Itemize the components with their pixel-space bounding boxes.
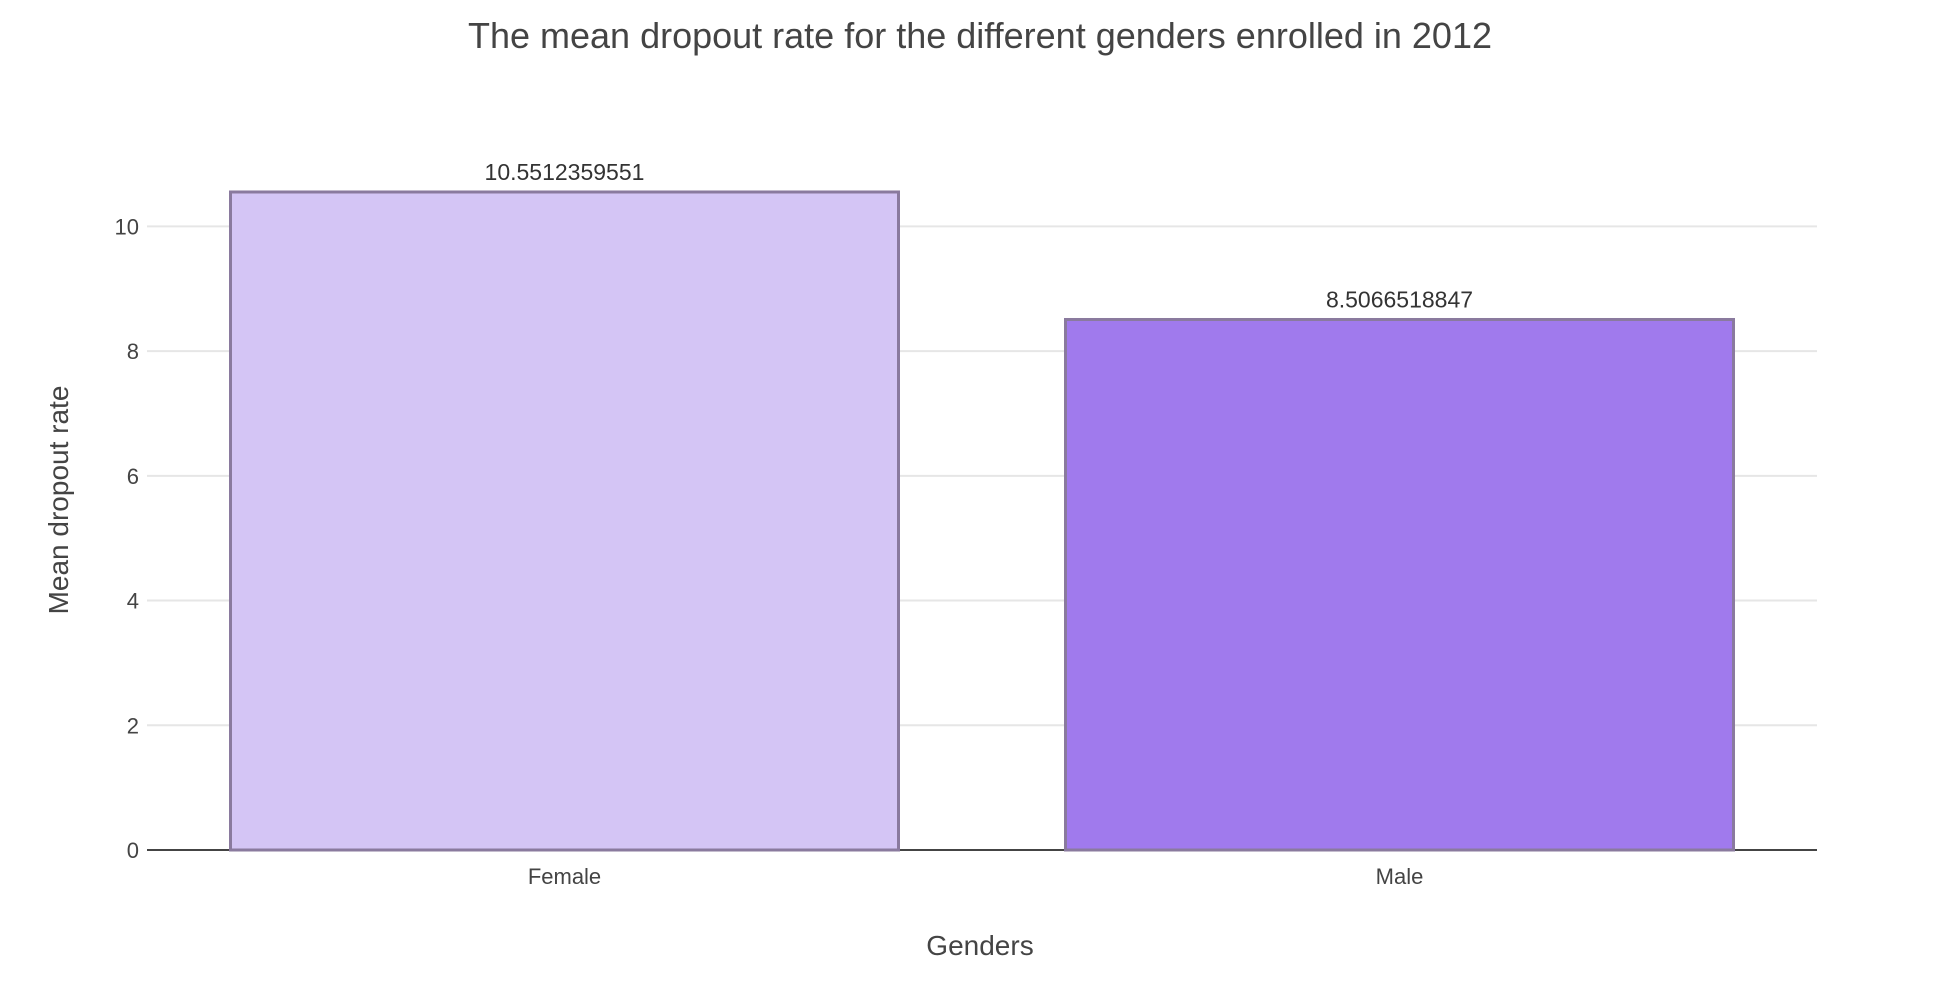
y-tick-label: 8	[127, 339, 139, 364]
x-tick-labels: Female Male	[528, 864, 1424, 889]
y-axis-title: Mean dropout rate	[43, 386, 74, 615]
chart-title: The mean dropout rate for the different …	[468, 15, 1492, 56]
x-tick-label: Female	[528, 864, 601, 889]
bar-male	[1064, 317, 1735, 852]
y-tick-label: 4	[127, 589, 139, 614]
y-tick-label: 2	[127, 713, 139, 738]
data-label: 10.5512359551	[485, 159, 645, 185]
data-labels: 10.5512359551 8.5066518847	[485, 159, 1474, 313]
y-tick-label: 10	[115, 214, 139, 239]
y-tick-label: 0	[127, 838, 139, 863]
bar-female	[229, 190, 900, 852]
data-label: 8.5066518847	[1326, 286, 1473, 312]
y-tick-label: 6	[127, 464, 139, 489]
x-tick-label: Male	[1376, 864, 1424, 889]
bar-layer	[229, 190, 1735, 852]
x-axis-title: Genders	[926, 930, 1033, 961]
y-tick-labels: 0 2 4 6 8 10	[115, 214, 139, 863]
